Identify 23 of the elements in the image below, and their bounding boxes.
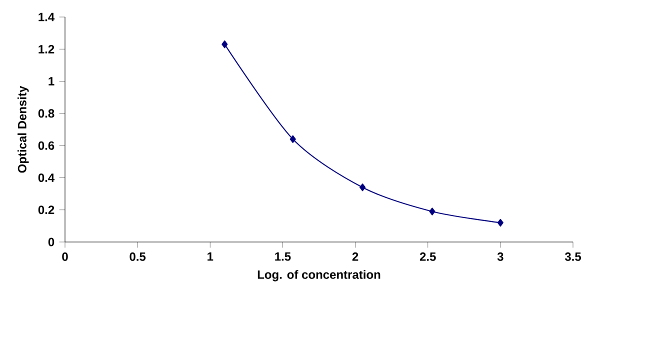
x-tick-label: 3.5 <box>564 252 581 261</box>
x-tick-label: 3 <box>497 252 504 261</box>
x-tick-label: 1.5 <box>275 252 291 261</box>
y-tick-label: 1 <box>48 77 54 86</box>
y-tick-label: 1.2 <box>38 44 54 54</box>
x-tick-label: 0.5 <box>130 252 146 261</box>
point <box>222 40 228 48</box>
y-tick-label: 0.8 <box>38 109 54 118</box>
point <box>429 208 436 216</box>
x-tick-label: 2 <box>352 252 358 261</box>
y-tick-label: 0.2 <box>38 206 54 214</box>
y-tick-label: 0.6 <box>38 141 54 150</box>
y-tick-label: 0 <box>48 238 54 246</box>
x-tick-label: 1 <box>208 252 214 261</box>
x-tick-label: 2.5 <box>420 252 436 261</box>
y-tick-label: 1.4 <box>38 12 55 22</box>
x-tick-label: 0 <box>62 252 68 261</box>
point <box>360 183 366 192</box>
y-axis-title: Optical Density <box>18 86 29 173</box>
point <box>290 135 296 144</box>
point <box>497 218 504 227</box>
y-tick-label: 0.4 <box>38 173 55 182</box>
x-axis-title: Log. of concentration <box>258 270 380 282</box>
